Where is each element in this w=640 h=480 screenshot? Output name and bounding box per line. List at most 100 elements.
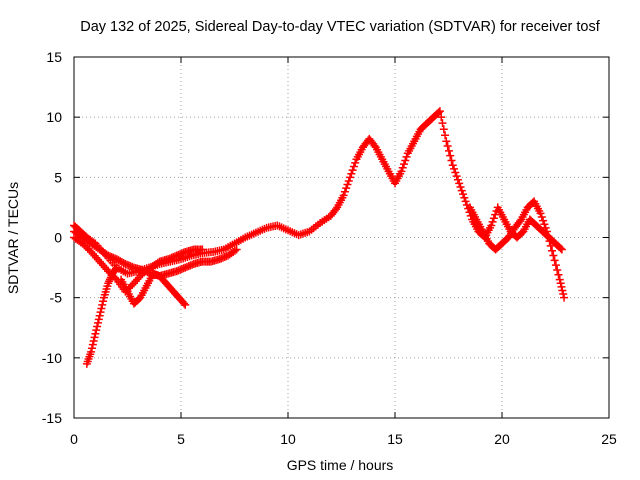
data-point — [119, 259, 128, 268]
x-axis-label: GPS time / hours — [287, 457, 394, 473]
series-late-branch — [465, 197, 569, 302]
data-point — [537, 213, 546, 222]
data-point — [536, 209, 545, 218]
data-point — [90, 333, 99, 342]
x-tick-label: 5 — [177, 431, 185, 447]
data-point — [452, 172, 461, 181]
data-point — [344, 176, 353, 185]
data-point — [515, 217, 524, 226]
chart-title: Day 132 of 2025, Sidereal Day-to-day VTE… — [80, 19, 600, 35]
data-point — [230, 246, 239, 255]
data-point — [92, 326, 101, 335]
data-point — [232, 245, 241, 254]
data-point — [548, 246, 557, 255]
y-tick-label: -10 — [42, 350, 62, 366]
data-point — [487, 221, 496, 230]
data-point — [455, 179, 464, 188]
data-point — [402, 152, 411, 161]
series-early-dip-b — [70, 233, 207, 296]
data-point — [450, 164, 459, 173]
data-point — [489, 214, 498, 223]
data-point — [93, 318, 102, 327]
x-tick-label: 25 — [601, 431, 617, 447]
data-point — [442, 137, 451, 146]
data-point — [453, 175, 462, 184]
data-point — [557, 282, 566, 291]
data-point — [441, 131, 450, 140]
data-point — [99, 297, 108, 306]
data-point — [544, 232, 553, 241]
data-points — [70, 107, 569, 368]
data-point — [555, 275, 564, 284]
data-point — [181, 300, 190, 309]
data-point — [549, 251, 558, 260]
data-point — [343, 180, 352, 189]
data-point — [556, 279, 565, 288]
data-point — [198, 245, 207, 254]
x-tick-label: 10 — [280, 431, 296, 447]
data-point — [347, 169, 356, 178]
data-point — [91, 329, 100, 338]
x-tick-labels: 0 5 10 15 20 25 — [70, 431, 617, 447]
data-point — [559, 290, 568, 299]
y-tick-label: 0 — [54, 230, 62, 246]
data-point — [542, 227, 551, 236]
x-tick-label: 0 — [70, 431, 78, 447]
data-point — [556, 244, 565, 253]
data-point — [96, 308, 105, 317]
data-point — [461, 197, 470, 206]
data-point — [554, 270, 563, 279]
x-tick-label: 20 — [494, 431, 510, 447]
data-point — [444, 146, 453, 155]
data-point — [85, 246, 94, 255]
data-point — [459, 190, 468, 199]
data-point — [446, 151, 455, 160]
data-point — [153, 258, 162, 267]
data-point — [553, 265, 562, 274]
grid-lines — [74, 57, 609, 418]
y-tick-label: 15 — [46, 49, 62, 65]
data-point — [331, 205, 340, 214]
data-point — [434, 108, 443, 117]
data-point — [401, 156, 410, 165]
data-point — [351, 158, 360, 167]
data-point — [98, 300, 107, 309]
data-point — [179, 299, 188, 308]
data-point — [112, 263, 121, 272]
data-point — [546, 241, 555, 250]
data-point — [541, 223, 550, 232]
data-point — [551, 261, 560, 270]
data-point — [370, 141, 379, 150]
series-early-dip-a — [70, 227, 241, 281]
data-point — [560, 293, 569, 302]
y-tick-labels: -15 -10 -5 0 5 10 15 — [42, 49, 62, 426]
axis-ticks — [73, 56, 610, 419]
data-point — [399, 160, 408, 169]
data-point — [342, 184, 351, 193]
data-point — [88, 340, 97, 349]
data-point — [558, 286, 567, 295]
y-tick-label: -5 — [50, 290, 63, 306]
data-point — [87, 347, 96, 356]
data-point — [460, 193, 469, 202]
series-early-spike — [82, 263, 121, 368]
y-tick-label: 10 — [46, 109, 62, 125]
data-point — [339, 191, 348, 200]
data-point — [346, 173, 355, 182]
data-point — [95, 311, 104, 320]
data-point — [557, 245, 566, 254]
data-point — [87, 344, 96, 353]
data-point — [349, 162, 358, 171]
y-tick-label: -15 — [42, 410, 62, 426]
y-axis-label: SDTVAR / TECUs — [5, 182, 21, 294]
series-main — [70, 107, 566, 278]
data-point — [128, 280, 137, 289]
data-point — [97, 304, 106, 313]
data-point — [545, 237, 554, 246]
data-point — [439, 125, 448, 134]
data-point — [93, 322, 102, 331]
data-point — [437, 113, 446, 122]
data-point — [443, 142, 452, 151]
data-point — [397, 167, 406, 176]
data-point — [398, 163, 407, 172]
